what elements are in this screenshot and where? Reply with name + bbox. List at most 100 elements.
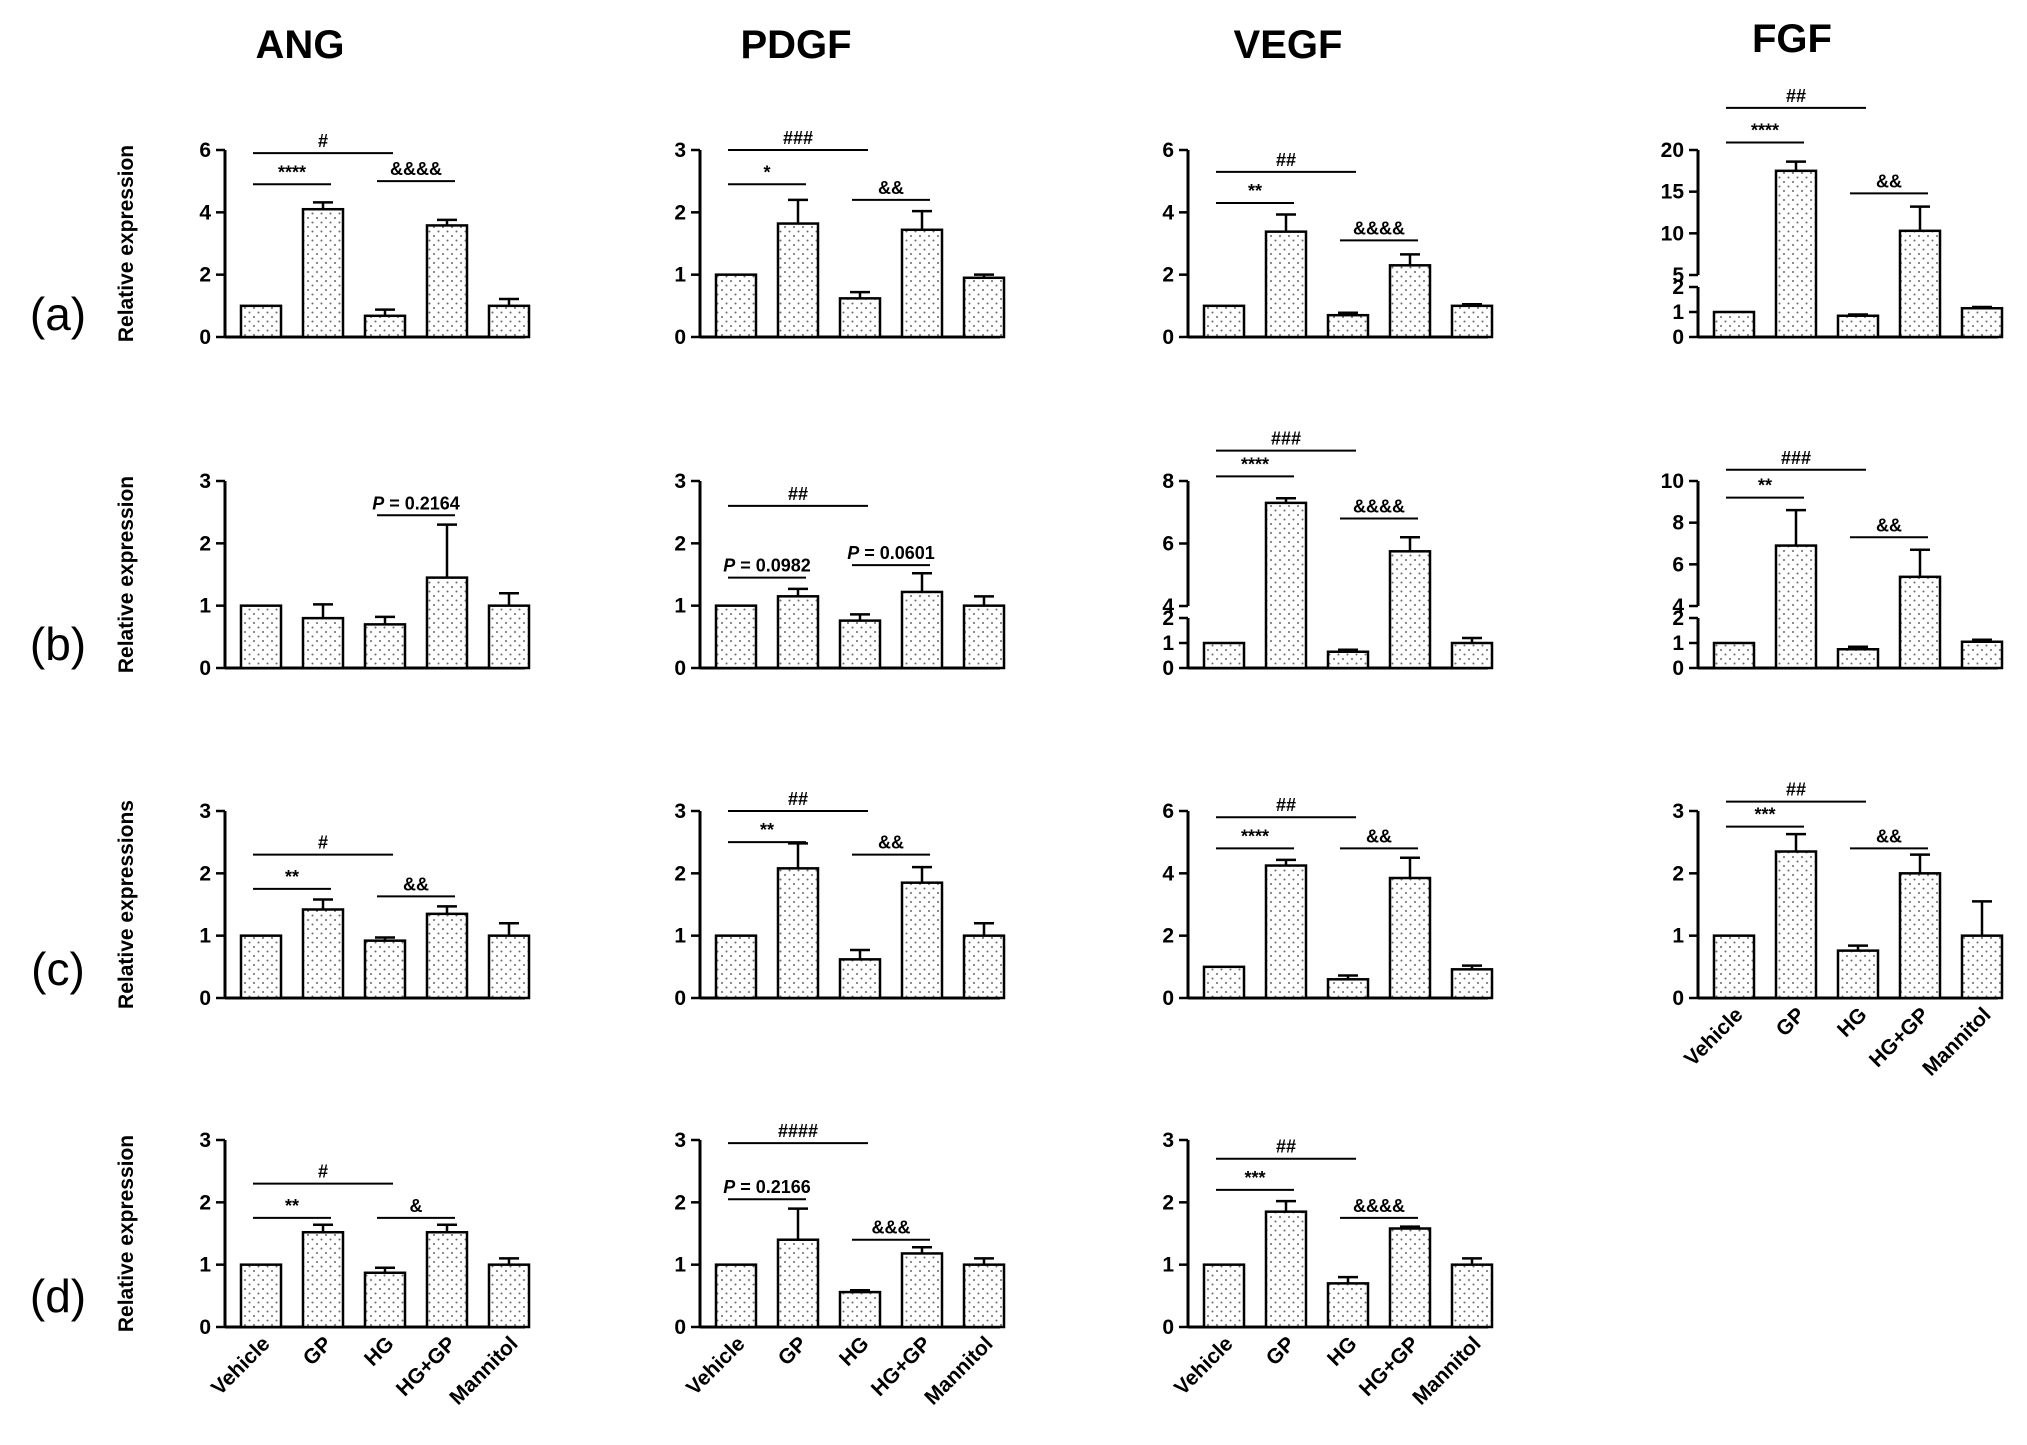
x-tick-label: HG bbox=[1323, 1332, 1362, 1371]
bar-gp bbox=[776, 595, 820, 670]
y-tick-label: 3 bbox=[674, 1129, 686, 1152]
significance-label: &&& bbox=[872, 1218, 911, 1238]
y-tick-label: 6 bbox=[1162, 139, 1174, 162]
bar-mannitol bbox=[1960, 640, 2004, 670]
chart-c-vegf: 0 2 4 6 **** ## && bbox=[1162, 795, 1494, 1010]
y-axis-label: Relative expression bbox=[115, 1135, 138, 1332]
x-tick-label: GP bbox=[1262, 1332, 1300, 1370]
x-tick-label: Mannitol bbox=[445, 1332, 522, 1409]
significance-label: ## bbox=[788, 789, 808, 809]
bar-gp bbox=[1774, 850, 1818, 1000]
y-tick-label: 3 bbox=[674, 139, 686, 162]
significance-label: P = 0.0601 bbox=[847, 543, 935, 563]
bar-gp bbox=[1774, 544, 1818, 670]
y-tick-label: 6 bbox=[199, 139, 211, 162]
bar-vehicle bbox=[714, 934, 758, 1000]
y-tick-label: 2 bbox=[674, 532, 686, 555]
y-tick-label: 5 bbox=[1672, 264, 1684, 287]
bar-mannitol bbox=[487, 934, 531, 1000]
bar-vehicle bbox=[714, 273, 758, 339]
y-axis-label: Relative expression bbox=[115, 145, 138, 342]
bar-hg-gp bbox=[1898, 229, 1942, 339]
bar-vehicle bbox=[1712, 310, 1756, 339]
y-tick-label: 2 bbox=[1162, 607, 1174, 630]
y-tick-label: 1 bbox=[1162, 1254, 1174, 1277]
y-tick-label: 2 bbox=[199, 264, 211, 287]
y-tick-label: 2 bbox=[199, 532, 211, 555]
significance-label: # bbox=[318, 833, 328, 853]
bar-hg bbox=[1326, 1282, 1370, 1329]
column-title-ang: ANG bbox=[256, 23, 345, 67]
bar-gp bbox=[301, 207, 345, 339]
y-tick-label: 0 bbox=[199, 987, 211, 1010]
bar-hg bbox=[1836, 949, 1880, 1000]
significance-label: * bbox=[763, 162, 770, 182]
bar-vehicle bbox=[239, 1263, 283, 1329]
significance-label: ** bbox=[285, 1196, 299, 1216]
bar-hg bbox=[1836, 314, 1880, 339]
bar-mannitol bbox=[1450, 304, 1494, 339]
bar-mannitol bbox=[1450, 641, 1494, 670]
significance-label: ## bbox=[1276, 150, 1296, 170]
significance-label: ## bbox=[1276, 1137, 1296, 1157]
y-tick-label: 6 bbox=[1672, 553, 1684, 576]
bar-gp bbox=[301, 616, 345, 670]
y-tick-label: 15 bbox=[1661, 181, 1685, 204]
significance-label: ** bbox=[1758, 476, 1772, 496]
bar-hg-gp bbox=[425, 224, 469, 339]
bar-vehicle bbox=[1202, 965, 1246, 1000]
chart-b-pdgf: 0 1 2 3 P = 0.0982 ## P = 0.0601 bbox=[674, 470, 1006, 680]
bar-hg bbox=[838, 619, 882, 670]
bar-gp bbox=[301, 1231, 345, 1329]
bar-gp bbox=[776, 222, 820, 339]
bar-hg bbox=[1326, 650, 1370, 670]
x-tick-label: HG bbox=[1833, 1003, 1872, 1042]
y-tick-label: 2 bbox=[1672, 862, 1684, 885]
y-tick-label: 0 bbox=[1672, 987, 1684, 1010]
significance-label: &&&& bbox=[1353, 218, 1405, 238]
bar-mannitol bbox=[962, 934, 1006, 1000]
significance-label: P = 0.2164 bbox=[372, 493, 460, 513]
significance-label: **** bbox=[278, 162, 306, 182]
significance-label: ** bbox=[1248, 181, 1262, 201]
row-label-b: (b) bbox=[30, 618, 86, 670]
significance-label: ### bbox=[1271, 429, 1301, 449]
y-tick-label: 0 bbox=[1672, 326, 1684, 349]
y-tick-label: 2 bbox=[1162, 1191, 1174, 1214]
y-tick-label: 0 bbox=[674, 987, 686, 1010]
y-tick-label: 1 bbox=[1672, 632, 1684, 655]
bar-mannitol bbox=[1960, 307, 2004, 339]
significance-label: ## bbox=[1786, 780, 1806, 800]
column-title-pdgf: PDGF bbox=[740, 23, 851, 67]
significance-label: && bbox=[878, 833, 904, 853]
significance-label: && bbox=[403, 874, 429, 894]
y-tick-label: 2 bbox=[1162, 264, 1174, 287]
bar-mannitol bbox=[487, 604, 531, 670]
bar-vehicle bbox=[1202, 304, 1246, 339]
x-tick-label: Vehicle bbox=[207, 1332, 274, 1399]
bar-gp bbox=[1264, 864, 1308, 1000]
y-tick-label: 1 bbox=[199, 595, 211, 618]
significance-label: && bbox=[1876, 515, 1902, 535]
significance-label: # bbox=[318, 131, 328, 151]
bar-mannitol bbox=[487, 1263, 531, 1329]
y-tick-label: 1 bbox=[674, 1254, 686, 1277]
bar-hg bbox=[1326, 313, 1370, 339]
bar-hg-gp bbox=[1388, 264, 1432, 339]
significance-label: ## bbox=[1786, 86, 1806, 106]
y-axis-label: Relative expression bbox=[115, 476, 138, 673]
significance-label: && bbox=[878, 178, 904, 198]
bar-hg bbox=[838, 297, 882, 339]
bar-hg-gp bbox=[900, 1252, 944, 1329]
significance-label: & bbox=[410, 1196, 423, 1216]
row-label-a: (a) bbox=[30, 288, 86, 340]
bar-mannitol bbox=[962, 1263, 1006, 1329]
x-tick-label: HG bbox=[835, 1332, 874, 1371]
y-tick-label: 2 bbox=[199, 1191, 211, 1214]
x-tick-label: Vehicle bbox=[1170, 1332, 1237, 1399]
y-tick-label: 10 bbox=[1661, 470, 1684, 493]
